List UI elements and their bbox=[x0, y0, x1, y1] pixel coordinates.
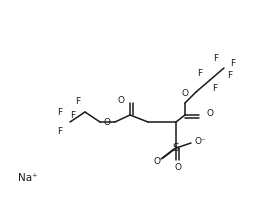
Text: F: F bbox=[70, 111, 75, 119]
Text: F: F bbox=[230, 58, 236, 68]
Text: F: F bbox=[198, 69, 203, 77]
Text: O: O bbox=[174, 162, 181, 172]
Text: Na⁺: Na⁺ bbox=[18, 173, 38, 183]
Text: O: O bbox=[181, 89, 189, 98]
Text: O: O bbox=[154, 157, 160, 166]
Text: O: O bbox=[206, 108, 213, 118]
Text: S: S bbox=[173, 143, 179, 153]
Text: O⁻: O⁻ bbox=[194, 137, 206, 146]
Text: F: F bbox=[57, 127, 63, 137]
Text: O: O bbox=[117, 96, 124, 104]
Text: F: F bbox=[213, 84, 218, 92]
Text: O: O bbox=[103, 118, 110, 127]
Text: F: F bbox=[75, 96, 80, 106]
Text: F: F bbox=[57, 107, 63, 116]
Text: F: F bbox=[214, 54, 219, 62]
Text: F: F bbox=[227, 72, 232, 81]
